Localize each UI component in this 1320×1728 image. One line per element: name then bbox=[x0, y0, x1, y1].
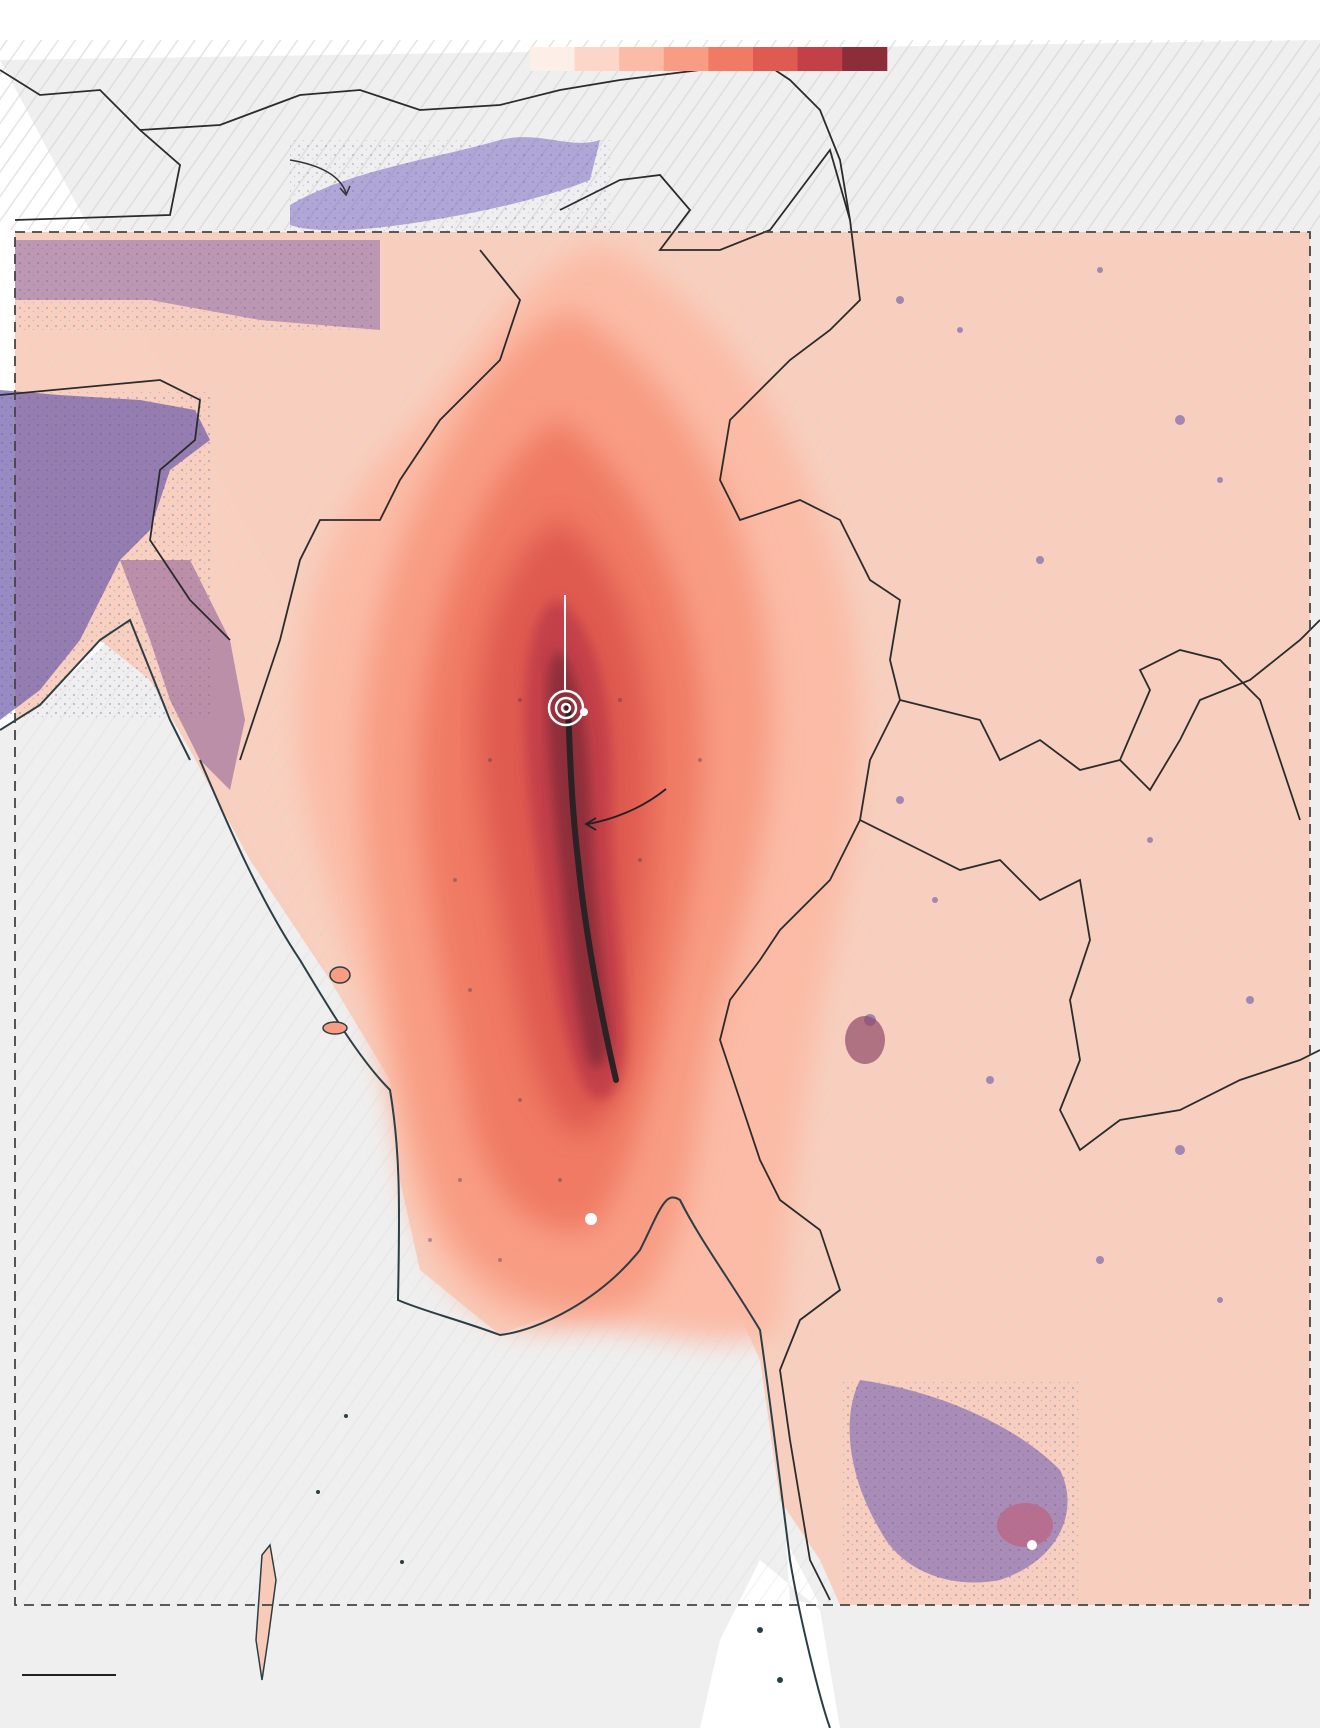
country-borders bbox=[0, 59, 1320, 1601]
legend-swatch-3 bbox=[619, 47, 665, 71]
relief-texture-top bbox=[0, 40, 1320, 230]
annotation-arrow-north bbox=[289, 159, 347, 194]
epicenter-rings-icon bbox=[547, 689, 585, 727]
annotation-arrow-fault bbox=[587, 788, 667, 825]
coastline bbox=[199, 759, 831, 1728]
legend-swatch-5 bbox=[708, 47, 754, 71]
legend-swatch-1 bbox=[530, 47, 576, 71]
legend-color-bar bbox=[530, 47, 888, 71]
study-area-frame bbox=[14, 231, 1311, 1606]
shaking-intensity bbox=[298, 245, 861, 1342]
city-marker-dot bbox=[585, 1213, 597, 1225]
legend-swatch-4 bbox=[663, 47, 709, 71]
bangkok-hotspot bbox=[997, 1503, 1053, 1547]
legend-swatch-8 bbox=[842, 47, 888, 71]
epicenter-dot bbox=[580, 708, 588, 716]
legend-swatch-7 bbox=[797, 47, 843, 71]
city-marker-dot-bangkok bbox=[1027, 1540, 1037, 1550]
fault-rupture bbox=[565, 702, 619, 1083]
legend-swatch-6 bbox=[753, 47, 799, 71]
legend-swatch-2 bbox=[574, 47, 620, 71]
